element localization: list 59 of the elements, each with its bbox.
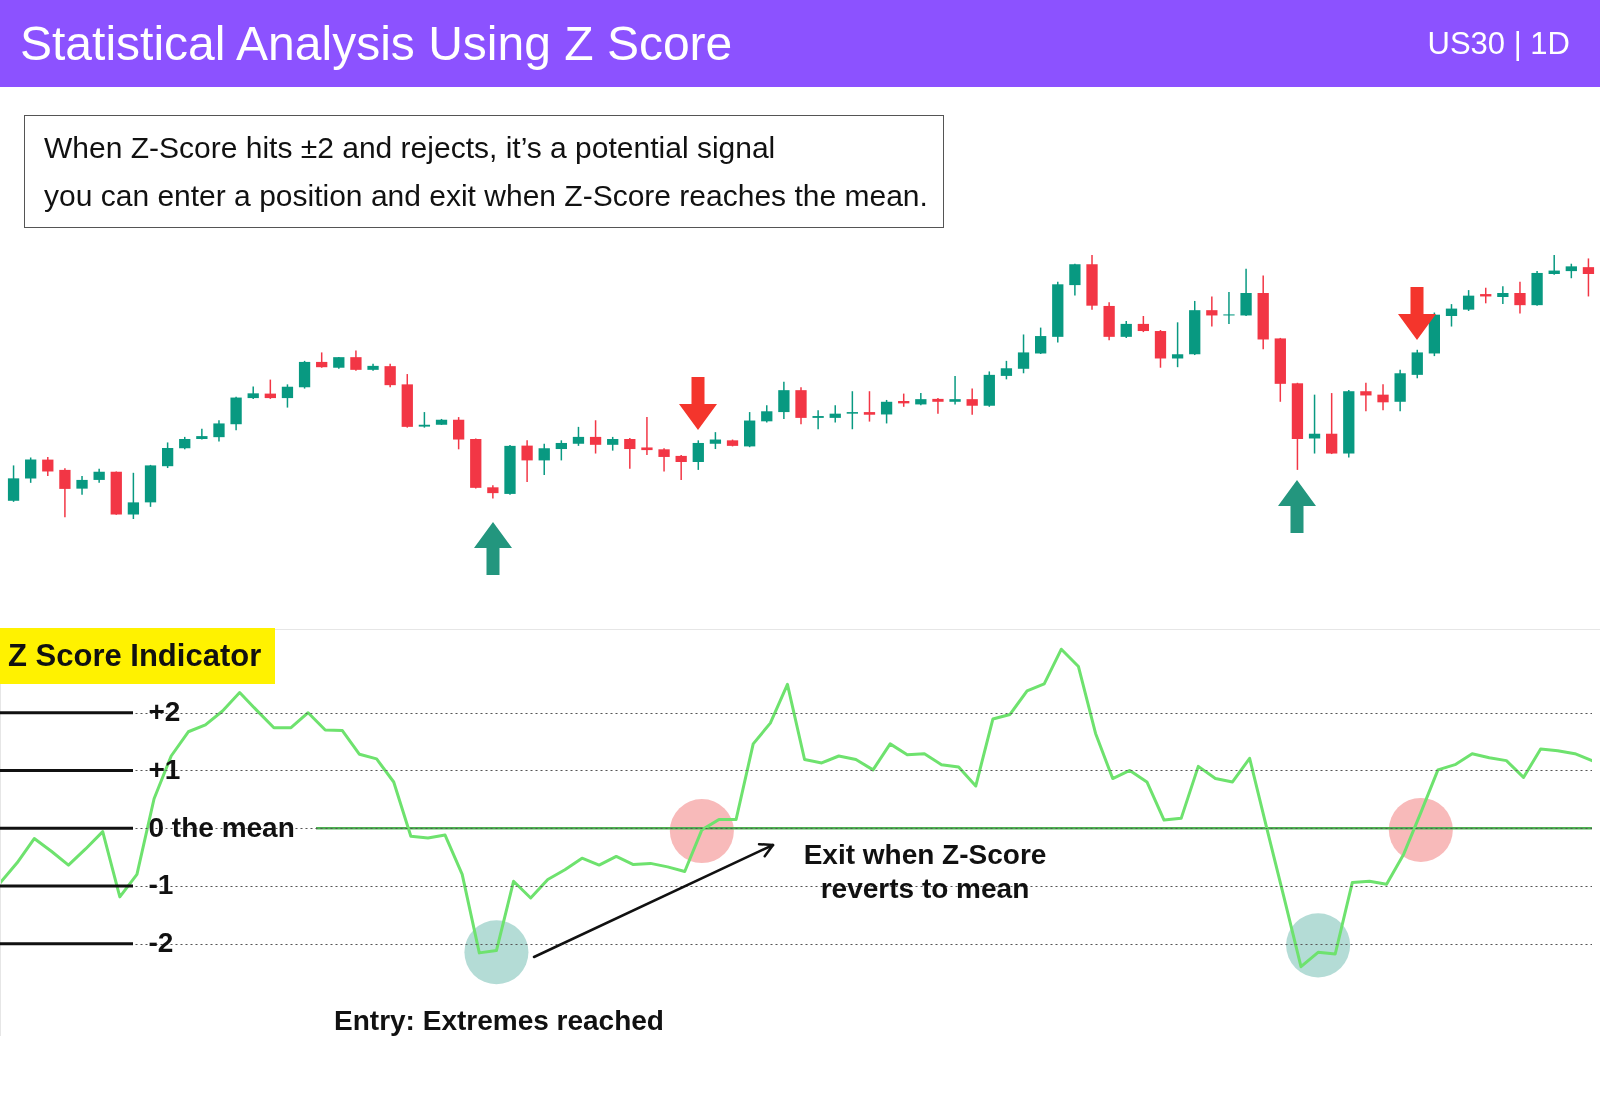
candlestick (196, 427, 208, 441)
candlestick (1582, 257, 1595, 298)
annotation: Exit when Z-Score reverts to mean (803, 838, 1047, 906)
candlestick (1223, 291, 1235, 325)
y-tick-label: +2 (148, 696, 181, 728)
candlestick (384, 363, 396, 389)
candlestick (25, 456, 37, 484)
candlestick (1000, 360, 1013, 381)
candlestick (1069, 262, 1081, 297)
candlestick (846, 390, 858, 430)
y-tick-label: -2 (148, 927, 174, 959)
candlestick (692, 439, 704, 471)
y-tick-label: 0 the mean (148, 811, 295, 843)
candlestick (863, 390, 876, 423)
candlestick (812, 409, 824, 430)
candlestick (778, 380, 790, 420)
candlestick (1017, 333, 1030, 375)
candlestick (658, 447, 670, 473)
candlestick (281, 383, 294, 409)
candlestick (452, 416, 465, 451)
candlestick (555, 439, 567, 462)
candlestick (675, 454, 687, 481)
point (1388, 797, 1453, 862)
chart-title: Statistical Analysis Using Z Score (20, 16, 733, 72)
candlestick (1240, 267, 1252, 317)
candlestick (572, 426, 585, 447)
candlestick (624, 437, 636, 470)
point (464, 920, 529, 985)
candlestick (1206, 295, 1218, 328)
candlestick (538, 443, 550, 476)
candlestick (949, 375, 961, 406)
candlestick (42, 456, 54, 477)
candlestick (1462, 289, 1475, 312)
candlestick (76, 475, 88, 496)
candlestick (161, 441, 174, 469)
y-tick-label: -1 (148, 869, 174, 901)
candlestick (829, 404, 841, 424)
candlestick (350, 349, 362, 372)
candlestick (1035, 326, 1047, 355)
chart-subtitle: US30 | 1D (1427, 25, 1570, 63)
candlestick (59, 467, 71, 518)
candlestick (127, 472, 140, 519)
candlestick (1360, 382, 1372, 413)
candlestick (1377, 383, 1389, 411)
candlestick (1514, 280, 1526, 315)
candlestick (932, 397, 944, 415)
candlestick (1326, 392, 1338, 455)
candlestick (589, 419, 602, 455)
candlestick (1171, 321, 1184, 368)
candlestick (1411, 349, 1423, 380)
annotation: Entry: Extremes reached (334, 1004, 664, 1038)
candlestick (880, 399, 893, 425)
candlestick (1445, 303, 1458, 328)
candlestick (7, 464, 20, 503)
candlestick (521, 439, 533, 483)
candlestick (966, 387, 978, 416)
candlestick (641, 416, 653, 456)
candlestick (213, 419, 225, 443)
candlestick (1497, 285, 1509, 305)
